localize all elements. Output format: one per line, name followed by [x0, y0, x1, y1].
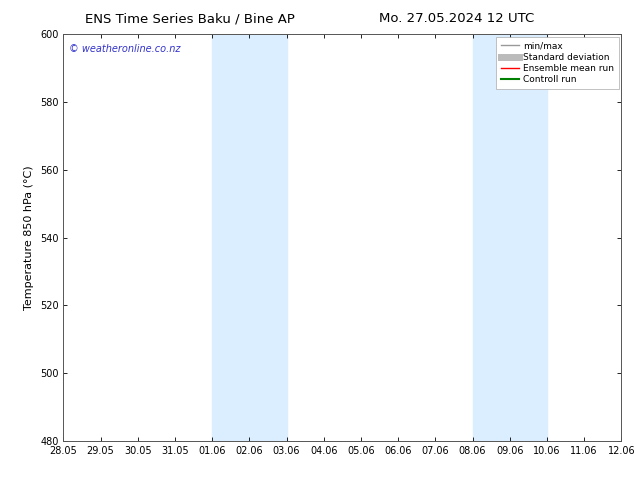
Bar — [472, 34, 547, 441]
Text: Mo. 27.05.2024 12 UTC: Mo. 27.05.2024 12 UTC — [379, 12, 534, 25]
Legend: min/max, Standard deviation, Ensemble mean run, Controll run: min/max, Standard deviation, Ensemble me… — [496, 37, 619, 89]
Bar — [212, 34, 287, 441]
Y-axis label: Temperature 850 hPa (°C): Temperature 850 hPa (°C) — [24, 165, 34, 310]
Text: ENS Time Series Baku / Bine AP: ENS Time Series Baku / Bine AP — [85, 12, 295, 25]
Text: © weatheronline.co.nz: © weatheronline.co.nz — [69, 45, 181, 54]
